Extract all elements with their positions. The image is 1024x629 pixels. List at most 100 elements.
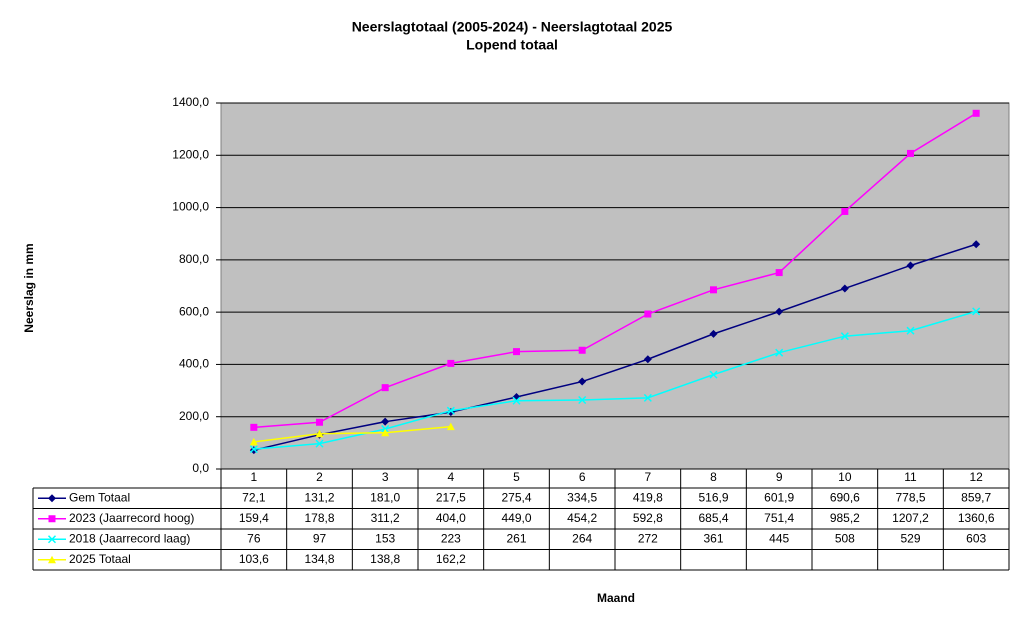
legend-marker	[47, 535, 57, 544]
series-line	[253, 310, 977, 450]
marker	[907, 149, 914, 157]
table-value: 76	[247, 531, 261, 545]
table-value: 778,5	[895, 490, 925, 504]
marker	[840, 332, 849, 341]
y-tick-label: 400,0	[179, 357, 209, 371]
plot-area	[220, 102, 1010, 470]
table-value: 449,0	[501, 511, 531, 525]
marker	[381, 428, 390, 437]
table-value: 103,6	[239, 552, 269, 566]
x-tick-label: 6	[579, 470, 586, 484]
marker	[578, 346, 586, 354]
table-value: 162,2	[436, 552, 466, 566]
table-value: 272	[638, 531, 658, 545]
table-value: 592,8	[633, 511, 663, 525]
marker	[775, 348, 784, 357]
table-value: 419,8	[633, 490, 663, 504]
x-tick-label: 8	[710, 470, 717, 484]
marker	[446, 422, 455, 431]
table-value: 445	[769, 531, 789, 545]
table-value: 1360,6	[958, 511, 995, 525]
x-tick-label: 10	[838, 470, 852, 484]
marker	[840, 284, 849, 293]
y-axis-title: Neerslag in mm	[22, 243, 36, 332]
marker	[709, 329, 718, 338]
x-axis-title: Maand	[597, 591, 635, 605]
marker	[906, 261, 915, 270]
y-tick-label: 0,0	[192, 461, 209, 475]
series-line	[253, 243, 977, 451]
marker	[906, 326, 915, 335]
marker	[250, 423, 258, 431]
table-value: 131,2	[304, 490, 334, 504]
marker	[315, 429, 324, 438]
x-tick-label: 11	[904, 470, 917, 484]
chart-title: Neerslagtotaal (2005-2024) - Neerslagtot…	[352, 19, 673, 35]
marker	[775, 307, 784, 316]
table-value: 311,2	[371, 511, 400, 525]
marker	[972, 109, 980, 117]
x-tick-label: 3	[382, 470, 389, 484]
marker	[972, 307, 981, 316]
marker	[513, 348, 520, 356]
y-tick-label: 800,0	[179, 252, 209, 266]
chart-subtitle: Lopend totaal	[466, 37, 558, 53]
table-value: 508	[835, 531, 855, 545]
series-line	[253, 425, 451, 443]
series-line	[253, 112, 977, 429]
marker	[315, 439, 324, 448]
marker	[512, 396, 521, 405]
table-value: 690,6	[830, 490, 860, 504]
legend-marker	[48, 515, 56, 523]
table-value: 685,4	[698, 511, 728, 525]
marker	[447, 359, 455, 367]
legend-marker	[48, 555, 56, 564]
table-value: 603	[966, 531, 986, 545]
marker	[249, 437, 258, 446]
marker	[578, 377, 587, 386]
marker	[643, 393, 652, 402]
table-value: 361	[703, 531, 723, 545]
table-value: 404,0	[436, 511, 466, 525]
x-tick-label: 4	[447, 470, 454, 484]
marker	[710, 286, 717, 294]
table-value: 181,0	[370, 490, 400, 504]
legend-label: 2018 (Jaarrecord laag)	[69, 531, 190, 545]
legend-label: Gem Totaal	[69, 490, 130, 504]
table-value: 153	[375, 531, 395, 545]
marker	[249, 445, 258, 454]
table-value: 751,4	[764, 511, 794, 525]
table-value: 223	[441, 531, 461, 545]
legend-label: 2025 Totaal	[69, 552, 131, 566]
x-tick-label: 2	[316, 470, 323, 484]
y-tick-label: 1400,0	[172, 95, 209, 109]
table-value: 72,1	[242, 490, 266, 504]
marker	[381, 384, 389, 392]
table-value: 134,8	[304, 552, 334, 566]
table-value: 159,4	[239, 511, 269, 525]
table-value: 217,5	[436, 490, 466, 504]
y-tick-label: 1200,0	[172, 147, 209, 161]
x-tick-label: 5	[513, 470, 520, 484]
y-tick-label: 600,0	[179, 304, 209, 318]
table-value: 261	[506, 531, 526, 545]
legend-label: 2023 (Jaarrecord hoog)	[69, 511, 194, 525]
marker	[381, 417, 390, 426]
table-value: 1207,2	[892, 511, 929, 525]
table-value: 529	[900, 531, 920, 545]
marker	[709, 370, 718, 379]
marker	[578, 395, 587, 405]
table-value: 859,7	[961, 490, 991, 504]
y-tick-label: 200,0	[179, 409, 209, 423]
marker	[446, 406, 455, 415]
table-value: 138,8	[370, 552, 400, 566]
table-value: 275,4	[501, 490, 531, 504]
legend-marker	[48, 494, 56, 503]
table-value: 601,9	[764, 490, 794, 504]
marker	[775, 269, 783, 277]
y-tick-label: 1000,0	[172, 200, 209, 214]
table-value: 454,2	[567, 511, 597, 525]
marker	[644, 310, 652, 318]
